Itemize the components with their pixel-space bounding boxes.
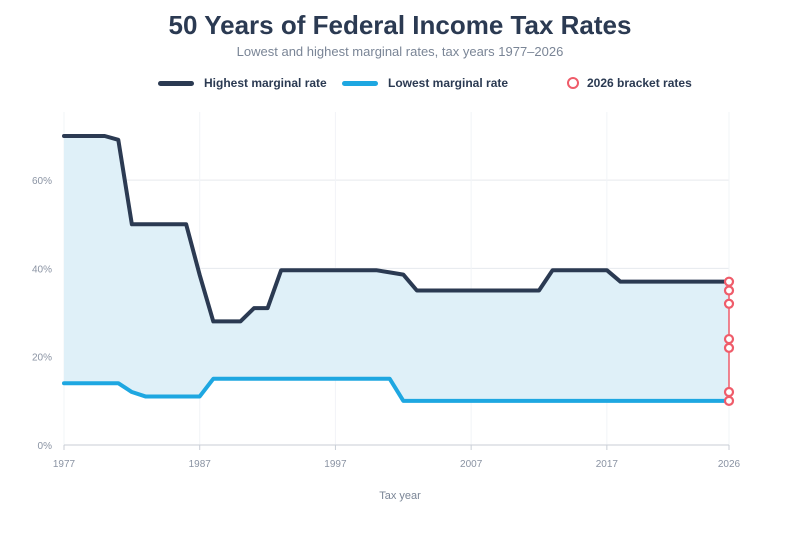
y-tick-label: 40% [32, 264, 52, 275]
legend-swatch-brackets [567, 77, 579, 89]
chart-subtitle: Lowest and highest marginal rates, tax y… [236, 44, 564, 59]
x-tick-label: 2026 [718, 459, 741, 470]
lowest-rate-line [62, 376, 731, 403]
y-tick-label: 0% [38, 441, 53, 452]
x-axis-label: Tax year [379, 490, 421, 502]
x-tick-label: 2007 [460, 459, 483, 470]
bracket-rate-point [723, 342, 735, 353]
legend-label-lowest: Lowest marginal rate [388, 76, 509, 90]
legend-swatch-lowest [342, 80, 378, 86]
legend-swatch-highest [158, 80, 194, 86]
bracket-rate-point [723, 298, 735, 309]
bracket-rate-point [723, 285, 735, 296]
bracket-rate-point [723, 386, 735, 398]
legend-label-highest: Highest marginal rate [204, 76, 327, 90]
x-tick-label: 1997 [324, 459, 347, 470]
legend-item-brackets: 2026 bracket rates [567, 76, 692, 90]
chart-legend: Highest marginal rate Lowest marginal ra… [0, 76, 800, 94]
y-tick-label: 20% [32, 353, 52, 364]
x-tick-label: 2017 [596, 459, 619, 470]
x-tick-label: 1977 [53, 459, 76, 470]
legend-item-highest: Highest marginal rate [158, 76, 327, 90]
legend-item-lowest: Lowest marginal rate [342, 76, 508, 90]
legend-label-brackets: 2026 bracket rates [587, 76, 692, 90]
bracket-rate-point [723, 276, 735, 287]
chart-title: 50 Years of Federal Income Tax Rates [168, 10, 632, 40]
y-tick-label: 60% [32, 176, 52, 187]
range-fill-area [64, 136, 729, 401]
x-tick-label: 1987 [189, 459, 212, 470]
bracket-rate-point [723, 333, 735, 345]
highest-rate-line [62, 134, 731, 324]
bracket-rate-point [723, 395, 735, 406]
